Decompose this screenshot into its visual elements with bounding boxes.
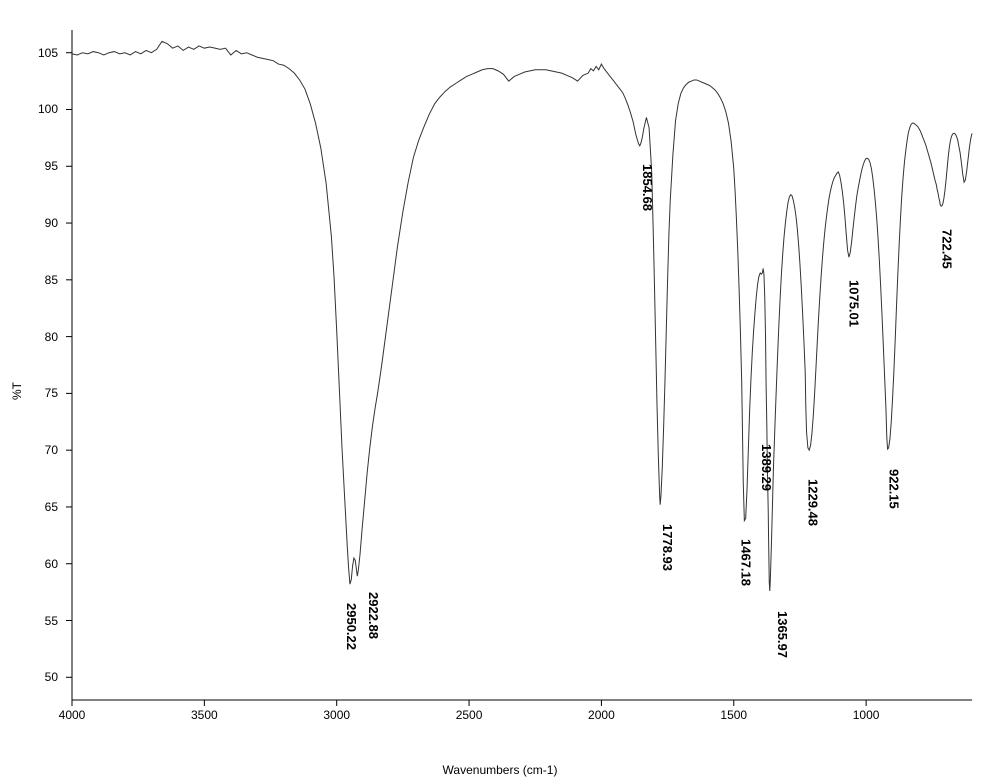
y-tick-label: 105 xyxy=(18,46,58,60)
x-tick-label: 3000 xyxy=(323,708,350,722)
x-tick-label: 1500 xyxy=(720,708,747,722)
x-axis-label: Wavenumbers (cm-1) xyxy=(443,763,558,777)
peak-label: 1075.01 xyxy=(846,280,861,327)
peak-label: 1778.93 xyxy=(660,524,675,571)
x-tick-label: 2500 xyxy=(456,708,483,722)
y-tick-label: 75 xyxy=(18,386,58,400)
peak-label: 2922.88 xyxy=(366,592,381,639)
y-tick-label: 100 xyxy=(18,102,58,116)
y-tick-label: 90 xyxy=(18,216,58,230)
peak-label: 922.15 xyxy=(887,469,902,509)
peak-label: 1467.18 xyxy=(738,539,753,586)
peak-label: 2950.22 xyxy=(344,603,359,650)
peak-label: 1229.48 xyxy=(805,479,820,526)
x-tick-label: 2000 xyxy=(588,708,615,722)
y-tick-label: 60 xyxy=(18,557,58,571)
x-tick-label: 3500 xyxy=(191,708,218,722)
x-tick-label: 4000 xyxy=(59,708,86,722)
y-tick-label: 70 xyxy=(18,443,58,457)
x-tick-label: 1000 xyxy=(853,708,880,722)
y-tick-label: 65 xyxy=(18,500,58,514)
y-tick-label: 50 xyxy=(18,670,58,684)
peak-label: 1365.97 xyxy=(775,611,790,658)
peak-label: 722.45 xyxy=(940,229,955,269)
ir-spectrum-plot xyxy=(62,20,982,740)
peak-label: 1854.68 xyxy=(640,164,655,211)
y-tick-label: 55 xyxy=(18,614,58,628)
y-tick-label: 85 xyxy=(18,273,58,287)
peak-label: 1389.29 xyxy=(759,444,774,491)
y-tick-label: 95 xyxy=(18,159,58,173)
spectrum-svg xyxy=(62,20,982,740)
y-tick-label: 80 xyxy=(18,330,58,344)
